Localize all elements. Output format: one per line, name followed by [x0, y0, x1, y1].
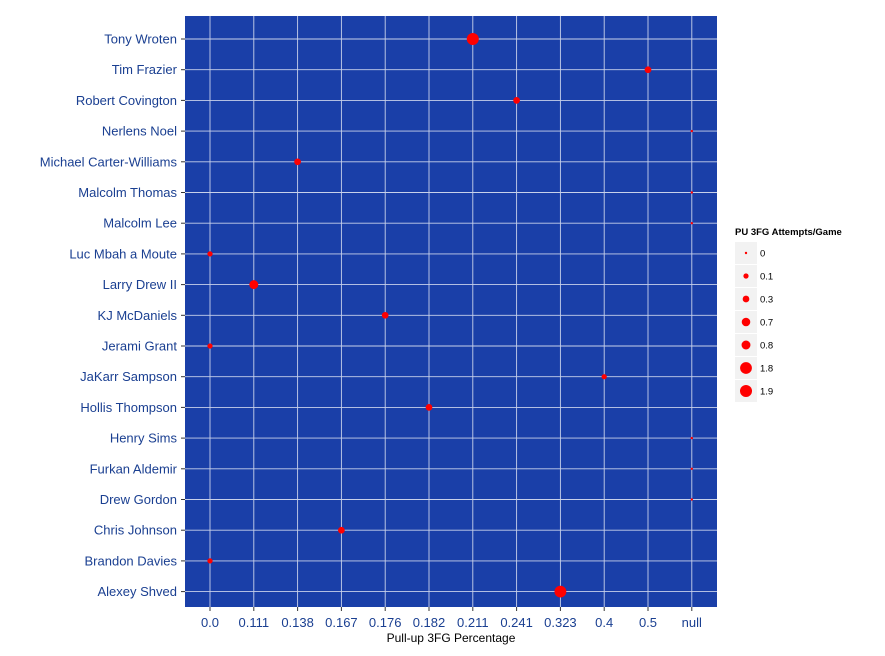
data-point — [207, 343, 213, 349]
x-tick-label: 0.4 — [595, 615, 613, 630]
y-tick-label: Malcolm Thomas — [78, 185, 177, 200]
x-tick-label: 0.111 — [238, 615, 269, 630]
grid-lines — [185, 16, 717, 607]
y-axis-tick-labels: Tony Wroten Tim Frazier Robert Covington Ne… — [40, 32, 185, 599]
data-point — [690, 129, 693, 133]
y-tick-label: Chris Johnson — [94, 523, 177, 538]
legend-label: 0.3 — [760, 295, 773, 306]
legend-label: 0 — [760, 249, 765, 260]
legend-symbol — [743, 273, 749, 279]
legend-symbol — [740, 362, 752, 374]
x-tick-label: 0.211 — [457, 615, 489, 630]
y-tick-label: Furkan Aldemir — [90, 461, 178, 476]
x-tick-label: 0.241 — [500, 615, 533, 630]
data-point — [690, 467, 693, 470]
legend-title: PU 3FG Attempts/Game — [735, 227, 842, 238]
legend-label: 0.7 — [760, 318, 773, 329]
legend-symbol — [741, 317, 751, 327]
y-tick-label: Henry Sims — [110, 431, 178, 446]
data-point — [381, 311, 389, 319]
x-axis-tick-labels: 0.0 0.111 0.138 0.167 0.176 0.182 0.211 0.241 0.… — [201, 607, 702, 630]
x-axis-label: Pull-up 3FG Percentage — [387, 631, 516, 645]
legend: PU 3FG Attempts/Game 0 0.1 0.3 0.7 0.8 1.8 1.9 — [735, 227, 842, 402]
plot-panel — [185, 16, 717, 607]
data-point — [601, 374, 607, 380]
legend-symbol — [739, 384, 753, 398]
legend-label: 1.8 — [760, 364, 773, 375]
data-point — [294, 158, 301, 166]
x-tick-label: 0.138 — [281, 615, 314, 630]
x-tick-label: 0.182 — [413, 615, 446, 630]
y-tick-label: Nerlens Noel — [102, 124, 177, 139]
y-tick-label: Michael Carter-Williams — [40, 154, 178, 169]
data-point — [554, 585, 567, 598]
data-point — [690, 498, 693, 501]
y-tick-label: Robert Covington — [76, 93, 177, 108]
x-tick-label: 0.0 — [201, 615, 219, 630]
legend-label: 1.9 — [760, 387, 773, 398]
x-tick-label: 0.176 — [369, 615, 402, 630]
y-tick-label: KJ McDaniels — [98, 308, 178, 323]
y-tick-label: Brandon Davies — [85, 553, 178, 568]
data-point — [338, 526, 345, 534]
legend-symbol — [744, 251, 748, 255]
y-tick-label: Alexey Shved — [98, 584, 178, 599]
legend-symbol — [741, 340, 751, 350]
data-point — [644, 66, 652, 74]
data-point — [690, 191, 693, 194]
y-tick-label: Hollis Thompson — [80, 400, 177, 415]
x-tick-label: 0.167 — [325, 615, 358, 630]
y-tick-label: Luc Mbah a Moute — [69, 246, 177, 261]
data-point — [690, 222, 693, 225]
data-point — [207, 558, 213, 564]
x-tick-label: null — [682, 615, 702, 630]
data-point — [513, 97, 520, 104]
legend-label: 0.1 — [760, 272, 773, 283]
y-tick-label: Tony Wroten — [104, 32, 177, 47]
legend-label: 0.8 — [760, 341, 773, 352]
data-point — [690, 436, 693, 440]
y-tick-label: Drew Gordon — [100, 492, 177, 507]
y-tick-label: JaKarr Sampson — [80, 369, 177, 384]
data-points — [207, 32, 693, 598]
y-tick-label: Jerami Grant — [102, 339, 178, 354]
y-tick-label: Malcolm Lee — [103, 216, 177, 231]
data-point — [425, 404, 433, 411]
x-tick-label: 0.323 — [544, 615, 577, 630]
data-point — [249, 280, 259, 290]
legend-symbol — [742, 295, 750, 303]
y-tick-label: Larry Drew II — [103, 277, 177, 292]
data-point — [207, 251, 213, 257]
data-point — [466, 32, 479, 46]
x-tick-label: 0.5 — [639, 615, 657, 630]
y-tick-label: Tim Frazier — [112, 62, 178, 77]
